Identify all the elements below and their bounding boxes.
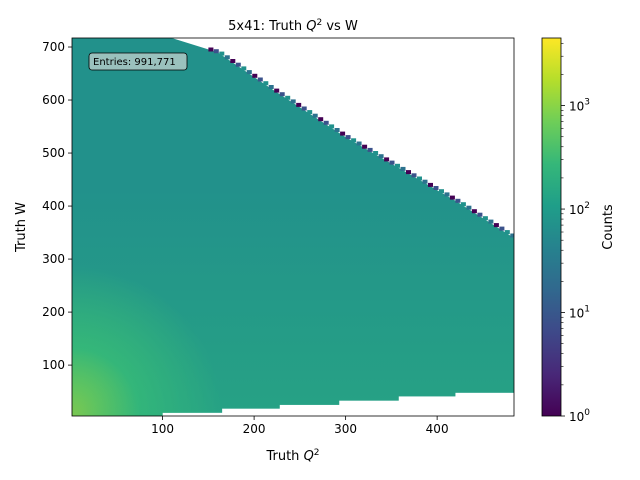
colorbar-label: Counts — [601, 204, 616, 250]
y-tick-label: 600 — [42, 93, 65, 107]
edge-cell — [252, 73, 258, 78]
edge-cell — [290, 99, 296, 104]
colorbar-ticks: 100 101 102 103 — [561, 42, 590, 424]
edge-cell — [433, 186, 439, 190]
edge-cell — [329, 124, 335, 129]
edge-cell — [274, 88, 280, 93]
edge-cell — [367, 147, 373, 152]
colorbar-tick-label: 101 — [569, 305, 590, 321]
y-tick-label: 500 — [42, 146, 65, 160]
entries-annotation-box: Entries: 991,771 — [88, 52, 188, 71]
edge-cell — [345, 135, 351, 140]
edge-cell — [449, 195, 455, 200]
edge-cell — [395, 163, 400, 168]
low-w-band — [72, 38, 514, 416]
edge-cell — [224, 55, 230, 60]
chart-title: 5x41: Truth Q2 vs W — [228, 18, 358, 34]
edge-cell — [378, 154, 384, 159]
axes-frame — [71, 37, 515, 417]
y-axis-ticks: 100 200 300 400 500 600 700 — [42, 40, 72, 372]
edge-cell — [246, 70, 252, 75]
edge-cell — [257, 77, 263, 82]
colorbar-gradient — [541, 37, 562, 417]
entries-annotation-text: Entries: 991,771 — [93, 57, 176, 68]
edge-cell — [356, 141, 362, 146]
edge-cell — [488, 219, 494, 224]
edge-cell — [263, 81, 269, 86]
edge-cell — [373, 151, 379, 155]
density-overlays — [72, 38, 514, 416]
edge-cell — [455, 198, 461, 203]
edge-cell — [219, 51, 225, 56]
edge-cell — [279, 92, 285, 97]
x-tick-label: 400 — [426, 422, 449, 436]
colorbar-tick-label: 100 — [569, 408, 590, 424]
edge-cell — [422, 179, 428, 184]
edge-cell — [471, 209, 477, 214]
edge-cell — [439, 189, 444, 194]
x-tick-label: 300 — [334, 422, 357, 436]
colorbar-tick-label: 103 — [569, 98, 590, 114]
boundary-cells — [208, 47, 514, 238]
edge-cell — [384, 157, 390, 162]
y-tick-label: 200 — [42, 305, 65, 319]
edge-cell — [235, 62, 241, 67]
edge-cell — [296, 102, 302, 107]
edge-cell — [510, 233, 514, 238]
edge-cell — [493, 223, 499, 228]
x-axis-label: Truth Q2 — [265, 448, 319, 464]
edge-cell — [230, 59, 236, 63]
edge-cell — [411, 173, 417, 178]
edge-cell — [428, 182, 433, 187]
edge-cell — [208, 47, 214, 52]
x-axis-ticks: 100 200 300 400 — [151, 416, 449, 436]
x-tick-label: 200 — [243, 422, 266, 436]
edge-cell — [417, 176, 422, 181]
plot-area — [72, 38, 514, 416]
edge-cell — [241, 66, 247, 71]
edge-cell — [400, 166, 406, 171]
edge-cell — [389, 160, 395, 165]
edge-cell — [340, 131, 346, 136]
y-tick-label: 100 — [42, 358, 65, 372]
colorbar: 100 101 102 103 Counts — [541, 37, 616, 424]
edge-cell — [466, 205, 472, 210]
x-tick-label: 100 — [151, 422, 174, 436]
edge-cell — [307, 110, 313, 115]
edge-cell — [301, 106, 307, 111]
edge-cell — [504, 230, 510, 235]
edge-cell — [362, 144, 368, 149]
edge-cell — [213, 49, 219, 54]
edge-cell — [406, 170, 411, 175]
edge-cell — [318, 117, 324, 122]
y-tick-label: 300 — [42, 252, 65, 266]
edge-cell — [334, 128, 340, 132]
edge-cell — [444, 192, 450, 197]
y-tick-label: 400 — [42, 199, 65, 213]
edge-cell — [285, 95, 291, 100]
edge-cell — [477, 212, 483, 217]
y-tick-label: 700 — [42, 40, 65, 54]
edge-cell — [268, 85, 274, 89]
edge-cell — [460, 202, 466, 207]
colorbar-tick-label: 102 — [569, 201, 590, 217]
edge-cell — [323, 120, 329, 125]
edge-cell — [482, 216, 488, 221]
edge-cell — [312, 113, 318, 118]
y-axis-label: Truth W — [14, 202, 29, 253]
edge-cell — [351, 138, 357, 143]
edge-cell — [499, 226, 505, 231]
